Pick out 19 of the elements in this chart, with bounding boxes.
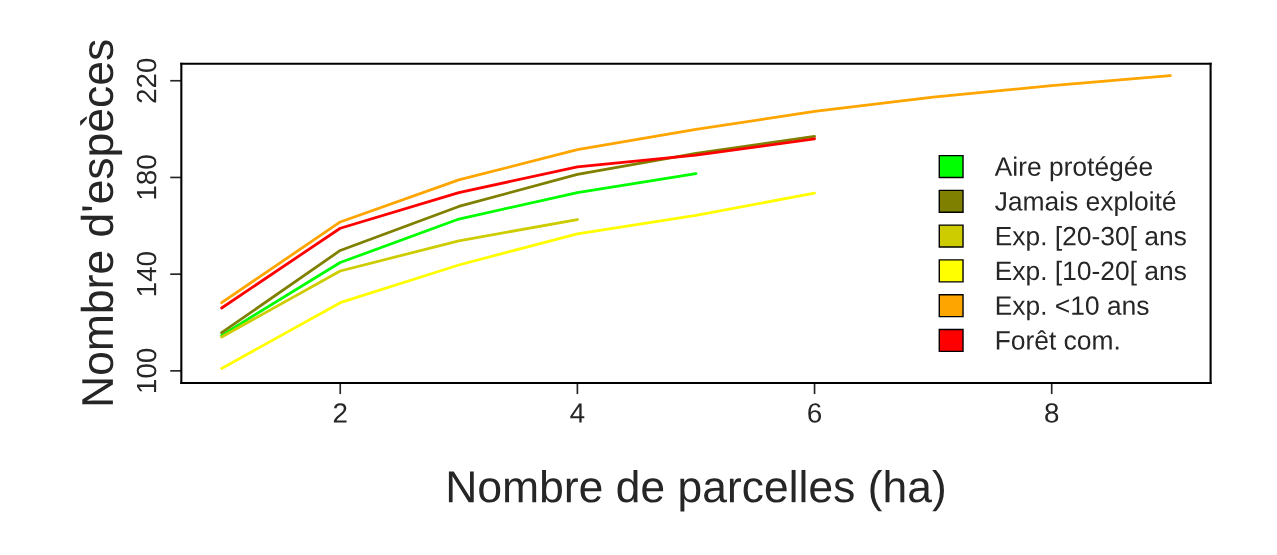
legend-label: Jamais exploité bbox=[995, 191, 1176, 216]
line-series bbox=[220, 172, 698, 337]
legend-label: Forêt com. bbox=[996, 330, 1119, 350]
y-tick-label: 220 bbox=[136, 58, 157, 103]
line-series bbox=[220, 218, 579, 339]
x-tick-label: 8 bbox=[1045, 403, 1059, 423]
legend-label: Exp. [20-30[ ans bbox=[996, 226, 1186, 251]
x-tick-label: 4 bbox=[570, 403, 585, 423]
x-axis-title: Nombre de parcelles (ha) bbox=[448, 469, 944, 512]
legend-label: Exp. <10 ans bbox=[996, 296, 1149, 321]
x-tick-label: 2 bbox=[333, 403, 347, 423]
y-tick-label: 100 bbox=[136, 348, 157, 392]
x-tick-label: 6 bbox=[808, 403, 822, 423]
legend-label: Exp. [10-20[ ans bbox=[996, 260, 1186, 286]
y-tick-label: 140 bbox=[136, 252, 157, 296]
line-series bbox=[220, 191, 816, 370]
y-axis-title: Nombre d'espèces bbox=[80, 40, 123, 405]
y-tick-label: 180 bbox=[136, 155, 157, 199]
legend-label: Aire protégée bbox=[994, 156, 1152, 182]
